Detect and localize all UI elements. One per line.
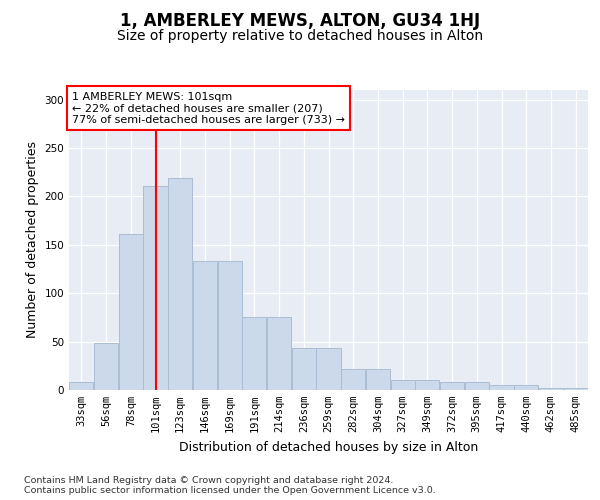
- Text: 1 AMBERLEY MEWS: 101sqm
← 22% of detached houses are smaller (207)
77% of semi-d: 1 AMBERLEY MEWS: 101sqm ← 22% of detache…: [71, 92, 344, 124]
- Bar: [267, 318, 291, 390]
- Bar: [316, 348, 341, 390]
- X-axis label: Distribution of detached houses by size in Alton: Distribution of detached houses by size …: [179, 440, 478, 454]
- Text: Contains public sector information licensed under the Open Government Licence v3: Contains public sector information licen…: [24, 486, 436, 495]
- Text: Contains HM Land Registry data © Crown copyright and database right 2024.: Contains HM Land Registry data © Crown c…: [24, 476, 394, 485]
- Bar: [242, 318, 266, 390]
- Bar: [143, 186, 167, 390]
- Y-axis label: Number of detached properties: Number of detached properties: [26, 142, 39, 338]
- Bar: [514, 385, 538, 390]
- Bar: [391, 380, 415, 390]
- Bar: [69, 382, 94, 390]
- Bar: [464, 382, 489, 390]
- Bar: [440, 382, 464, 390]
- Bar: [415, 380, 439, 390]
- Bar: [292, 348, 316, 390]
- Bar: [341, 368, 365, 390]
- Bar: [218, 262, 242, 390]
- Bar: [366, 368, 390, 390]
- Bar: [168, 178, 193, 390]
- Bar: [563, 388, 588, 390]
- Bar: [193, 262, 217, 390]
- Text: 1, AMBERLEY MEWS, ALTON, GU34 1HJ: 1, AMBERLEY MEWS, ALTON, GU34 1HJ: [120, 12, 480, 30]
- Bar: [490, 385, 514, 390]
- Text: Size of property relative to detached houses in Alton: Size of property relative to detached ho…: [117, 29, 483, 43]
- Bar: [539, 388, 563, 390]
- Bar: [119, 234, 143, 390]
- Bar: [94, 342, 118, 390]
